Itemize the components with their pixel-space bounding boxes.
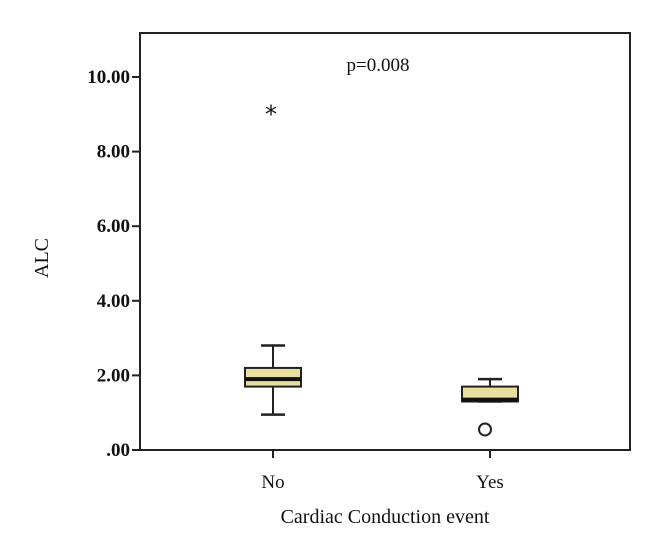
y-tick-label: 10.00 xyxy=(87,67,130,88)
x-tick-label: No xyxy=(261,472,284,493)
p-value-annotation: p=0.008 xyxy=(347,55,410,76)
x-axis: No Yes xyxy=(261,450,504,493)
y-tick-label: 2.00 xyxy=(97,365,130,386)
plot-frame xyxy=(139,32,631,451)
y-axis-title: ALC xyxy=(31,238,53,278)
y-axis: .00 2.00 4.00 6.00 8.00 10.00 xyxy=(87,67,140,461)
box-no: * xyxy=(244,101,302,416)
extreme-marker: * xyxy=(265,101,277,129)
y-tick-label: 4.00 xyxy=(97,291,130,312)
box-series: * xyxy=(244,101,519,437)
x-tick-label: Yes xyxy=(476,472,504,493)
x-axis-title: Cardiac Conduction event xyxy=(281,506,490,528)
y-tick-label: 8.00 xyxy=(97,142,130,163)
outlier-marker xyxy=(478,422,492,437)
y-tick-label: 6.00 xyxy=(97,216,130,237)
box-yes xyxy=(461,377,519,437)
y-tick-label: .00 xyxy=(106,440,130,461)
